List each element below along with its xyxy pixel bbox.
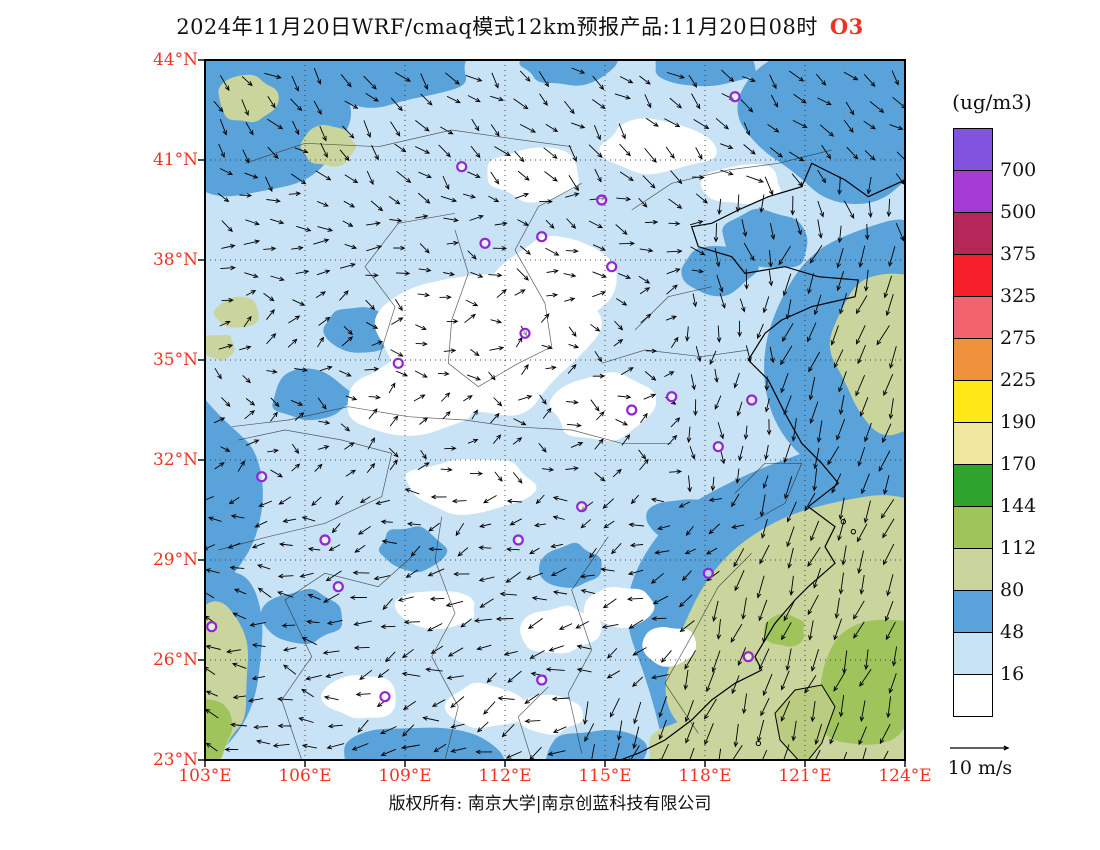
city-marker xyxy=(206,621,218,633)
city-marker xyxy=(456,161,468,173)
legend-cell xyxy=(954,507,992,549)
legend-cell xyxy=(954,213,992,255)
legend-value-label: 325 xyxy=(1000,285,1037,307)
legend-unit-label: (ug/m3) xyxy=(952,90,1032,114)
city-marker xyxy=(576,501,588,513)
city-marker xyxy=(742,651,754,663)
legend-cell xyxy=(954,675,992,716)
lon-axis-label: 106°E xyxy=(278,766,332,786)
wind-arrows-layer xyxy=(205,67,905,760)
legend-cell xyxy=(954,171,992,213)
legend-cell xyxy=(954,633,992,675)
copyright-text: 版权所有: 南京大学|南京创蓝科技有限公司 xyxy=(388,794,712,814)
lon-axis-label: 118°E xyxy=(678,766,732,786)
map-layers xyxy=(205,60,905,760)
legend-value-label: 144 xyxy=(1000,495,1037,517)
city-marker xyxy=(746,394,758,406)
city-marker xyxy=(536,674,548,686)
chart-title-text: 2024年11月20日WRF/cmaq模式12km预报产品:11月20日08时 xyxy=(176,15,818,39)
lat-axis-label: 41°N xyxy=(152,150,198,170)
city-marker xyxy=(729,91,741,103)
legend-cell xyxy=(954,465,992,507)
city-marker xyxy=(392,357,404,369)
legend-cell xyxy=(954,297,992,339)
city-marker xyxy=(666,391,678,403)
legend-cell xyxy=(954,381,992,423)
city-marker xyxy=(479,237,491,249)
lat-axis-label: 23°N xyxy=(152,750,198,770)
lat-axis-label: 32°N xyxy=(152,450,198,470)
city-marker xyxy=(379,691,391,703)
color-legend xyxy=(953,128,993,717)
legend-cell xyxy=(954,423,992,465)
wind-scale-label: 10 m/s xyxy=(947,757,1013,779)
city-marker xyxy=(332,581,344,593)
city-marker xyxy=(536,231,548,243)
lon-axis-label: 115°E xyxy=(578,766,632,786)
map-plot xyxy=(198,59,906,767)
lat-axis-label: 35°N xyxy=(152,350,198,370)
city-marker xyxy=(519,327,531,339)
lon-axis-label: 112°E xyxy=(478,766,532,786)
taiwan-island xyxy=(774,684,836,760)
species-label: O3 xyxy=(829,14,864,39)
legend-cell xyxy=(954,129,992,171)
coastline-layer xyxy=(618,162,905,760)
lon-axis-label: 103°E xyxy=(178,766,232,786)
city-marker xyxy=(606,261,618,273)
legend-value-label: 700 xyxy=(1000,159,1037,181)
chart-title: 2024年11月20日WRF/cmaq模式12km预报产品:11月20日08时 O… xyxy=(0,11,1040,41)
map-frame xyxy=(204,59,906,761)
city-markers-layer xyxy=(206,91,758,703)
city-marker xyxy=(596,194,608,206)
wind-scale-arrow-icon xyxy=(950,745,1010,751)
lon-axis-label: 121°E xyxy=(778,766,832,786)
legend-value-label: 48 xyxy=(1000,621,1025,643)
lon-axis-label: 109°E xyxy=(378,766,432,786)
legend-value-label: 500 xyxy=(1000,201,1037,223)
legend-value-label: 112 xyxy=(1000,537,1037,559)
city-marker xyxy=(712,441,724,453)
city-marker xyxy=(256,471,268,483)
legend-cell xyxy=(954,339,992,381)
city-marker xyxy=(512,534,524,546)
legend-value-label: 225 xyxy=(1000,369,1037,391)
city-marker xyxy=(702,567,714,579)
city-marker xyxy=(319,534,331,546)
legend-value-label: 80 xyxy=(1000,579,1025,601)
lon-axis-label: 124°E xyxy=(878,766,932,786)
axis-ticks xyxy=(198,59,906,767)
concentration-field-layer xyxy=(205,60,905,760)
lat-axis-label: 38°N xyxy=(152,250,198,270)
legend-value-label: 375 xyxy=(1000,243,1037,265)
legend-cell xyxy=(954,549,992,591)
lat-axis-label: 29°N xyxy=(152,550,198,570)
grid-lines-layer xyxy=(205,60,905,760)
legend-cell xyxy=(954,591,992,633)
legend-cell xyxy=(954,255,992,297)
lat-axis-label: 26°N xyxy=(152,650,198,670)
legend-value-label: 275 xyxy=(1000,327,1037,349)
legend-value-label: 190 xyxy=(1000,411,1037,433)
legend-value-label: 170 xyxy=(1000,453,1037,475)
province-borders-layer xyxy=(218,129,832,760)
city-marker xyxy=(626,404,638,416)
legend-value-label: 16 xyxy=(1000,663,1025,685)
lat-axis-label: 44°N xyxy=(152,50,198,70)
